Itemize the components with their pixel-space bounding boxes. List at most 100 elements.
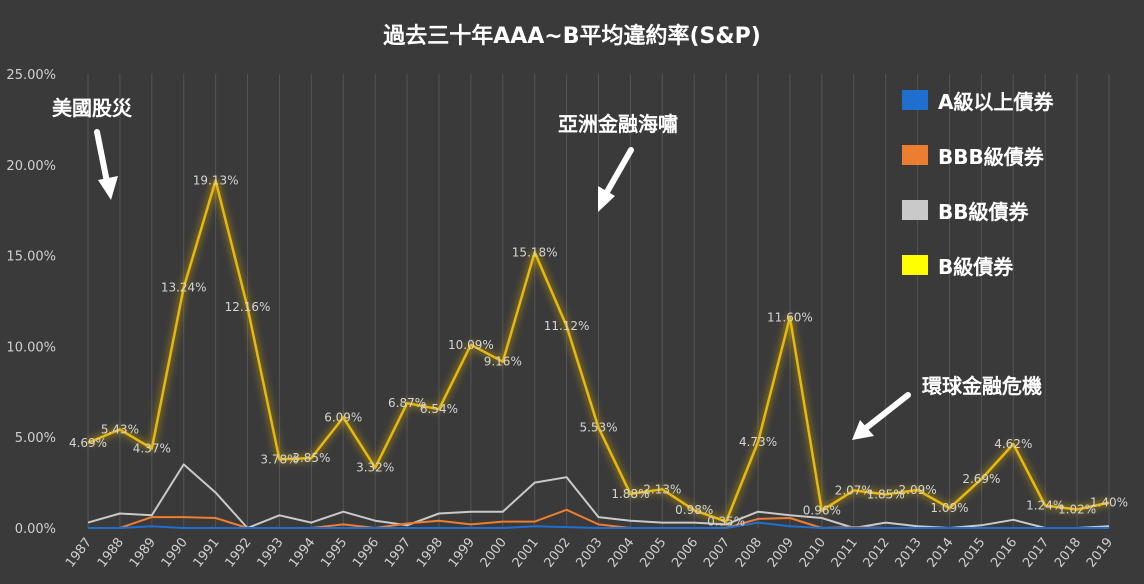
x-tick-label: 2019: [1084, 535, 1116, 570]
annotation-asia-crisis: 亞洲金融海嘯: [558, 112, 678, 136]
arrow-asia-shaft: [604, 147, 634, 195]
data-label-2009: 11.60%: [767, 310, 813, 324]
x-tick-label: 2006: [669, 535, 701, 570]
data-label-1998: 6.54%: [420, 402, 458, 416]
data-label-1988: 5.43%: [101, 422, 139, 436]
x-tick-label: 2007: [701, 535, 733, 570]
legend-swatch-bb: [902, 200, 928, 220]
data-label-2006: 0.98%: [675, 503, 713, 517]
series-line-3: [87, 179, 1110, 523]
arrow-gfc-shaft: [863, 392, 911, 431]
x-tick-label: 2015: [956, 535, 988, 570]
arrow-gfc-head: [852, 420, 874, 440]
legend-item-bb: BB級債券: [902, 196, 1053, 224]
legend-swatch-b: [902, 255, 928, 275]
legend-item-bbb: BBB級債券: [902, 141, 1053, 169]
y-tick-label: 15.00%: [6, 250, 56, 265]
data-label-2010: 0.96%: [803, 504, 841, 518]
chart-title: 過去三十年AAA~B平均違約率(S&P): [383, 24, 761, 49]
data-label-2013: 2.09%: [899, 483, 937, 497]
legend-label-bbb: BBB級債券: [938, 144, 1044, 169]
x-tick-label: 2012: [861, 535, 893, 570]
annotation-arrows: [94, 129, 911, 440]
x-tick-label: 2017: [1020, 535, 1052, 570]
data-label-2015: 2.69%: [962, 472, 1000, 486]
x-tick-label: 2005: [637, 535, 669, 570]
y-tick-label: 10.00%: [6, 340, 56, 355]
x-tick-label: 1996: [350, 535, 382, 570]
data-label-2008: 4.73%: [739, 435, 777, 449]
data-label-2003: 5.53%: [579, 421, 617, 435]
annotation-crash-1987: 美國股災: [52, 96, 132, 120]
legend-label-a: A級以上債券: [938, 89, 1054, 114]
series-line-0: [88, 521, 1109, 529]
annotation-gfc: 環球金融危機: [922, 374, 1042, 398]
x-tick-label: 1999: [446, 535, 478, 570]
x-tick-label: 2004: [605, 535, 637, 570]
series-lines: [87, 179, 1110, 529]
data-label-1995: 6.09%: [324, 410, 362, 424]
x-tick-label: 1997: [382, 535, 414, 570]
x-tick-label: 1994: [286, 535, 318, 570]
grid-lines: [87, 74, 1110, 528]
x-tick-label: 1998: [414, 535, 446, 570]
data-label-1987: 4.69%: [69, 436, 107, 450]
data-label-2019: 1.40%: [1090, 496, 1128, 510]
arrow-asia-head: [598, 186, 615, 212]
arrow-crash-head: [98, 176, 118, 200]
data-label-1989: 4.37%: [133, 442, 171, 456]
data-label-2001: 15.18%: [512, 245, 558, 259]
legend-label-b: B級債券: [938, 254, 1014, 279]
data-label-2016: 4.62%: [994, 437, 1032, 451]
data-label-2018: 1.02%: [1058, 502, 1096, 516]
y-tick-label: 0.00%: [15, 522, 56, 537]
data-label-2007: 0.35%: [707, 515, 745, 529]
legend: A級以上債券 BBB級債券 BB級債券 B級債券: [902, 86, 1053, 306]
legend-swatch-a: [902, 90, 928, 110]
data-label-2011: 2.07%: [835, 483, 873, 497]
data-label-1991: 19.13%: [193, 174, 239, 188]
legend-item-b: B級債券: [902, 251, 1053, 279]
x-tick-label: 2016: [988, 535, 1020, 570]
x-tick-label: 1989: [127, 535, 159, 570]
data-label-1990: 13.24%: [161, 281, 207, 295]
x-tick-label: 1988: [95, 535, 127, 570]
data-label-1992: 12.16%: [225, 300, 271, 314]
y-tick-label: 25.00%: [6, 68, 56, 83]
data-label-1997: 6.87%: [388, 396, 426, 410]
legend-label-bb: BB級債券: [938, 199, 1029, 224]
x-tick-label: 2011: [829, 535, 861, 570]
data-label-1996: 3.32%: [356, 461, 394, 475]
y-tick-label: 20.00%: [6, 159, 56, 174]
x-tick-label: 1992: [222, 535, 254, 570]
data-label-2004: 1.88%: [611, 487, 649, 501]
data-label-2017: 1.24%: [1026, 498, 1064, 512]
x-axis: 1987 1988 1989 1990 1991 1992 1993 1994 1995 1996…: [63, 535, 1116, 570]
data-label-2002: 11.12%: [544, 319, 590, 333]
x-tick-label: 2002: [542, 535, 574, 570]
x-tick-label: 2013: [893, 535, 925, 570]
data-label-2005: 2.13%: [643, 482, 681, 496]
data-label-2014: 1.09%: [930, 501, 968, 515]
x-tick-label: 1991: [191, 535, 223, 570]
x-tick-label: 2003: [573, 535, 605, 570]
data-labels: 4.69%5.43%4.37%13.24%19.13%12.16%3.78%3.…: [69, 174, 1128, 529]
data-label-2000: 9.16%: [484, 355, 522, 369]
x-tick-label: 1993: [254, 535, 286, 570]
data-label-1999: 10.09%: [448, 338, 494, 352]
legend-swatch-bbb: [902, 145, 928, 165]
x-tick-label: 2009: [765, 535, 797, 570]
data-label-2012: 1.85%: [867, 487, 905, 501]
arrow-crash-shaft: [94, 129, 110, 185]
x-tick-label: 2001: [510, 535, 542, 570]
x-tick-label: 1987: [63, 535, 95, 570]
legend-item-a: A級以上債券: [902, 86, 1053, 114]
y-axis: 0.00% 5.00% 10.00% 15.00% 20.00% 25.00%: [6, 68, 56, 537]
data-label-1994: 3.85%: [292, 451, 330, 465]
x-tick-label: 2010: [797, 535, 829, 570]
x-tick-label: 2014: [924, 535, 956, 570]
y-tick-label: 5.00%: [15, 431, 56, 446]
x-tick-label: 2000: [478, 535, 510, 570]
x-tick-label: 1995: [318, 535, 350, 570]
